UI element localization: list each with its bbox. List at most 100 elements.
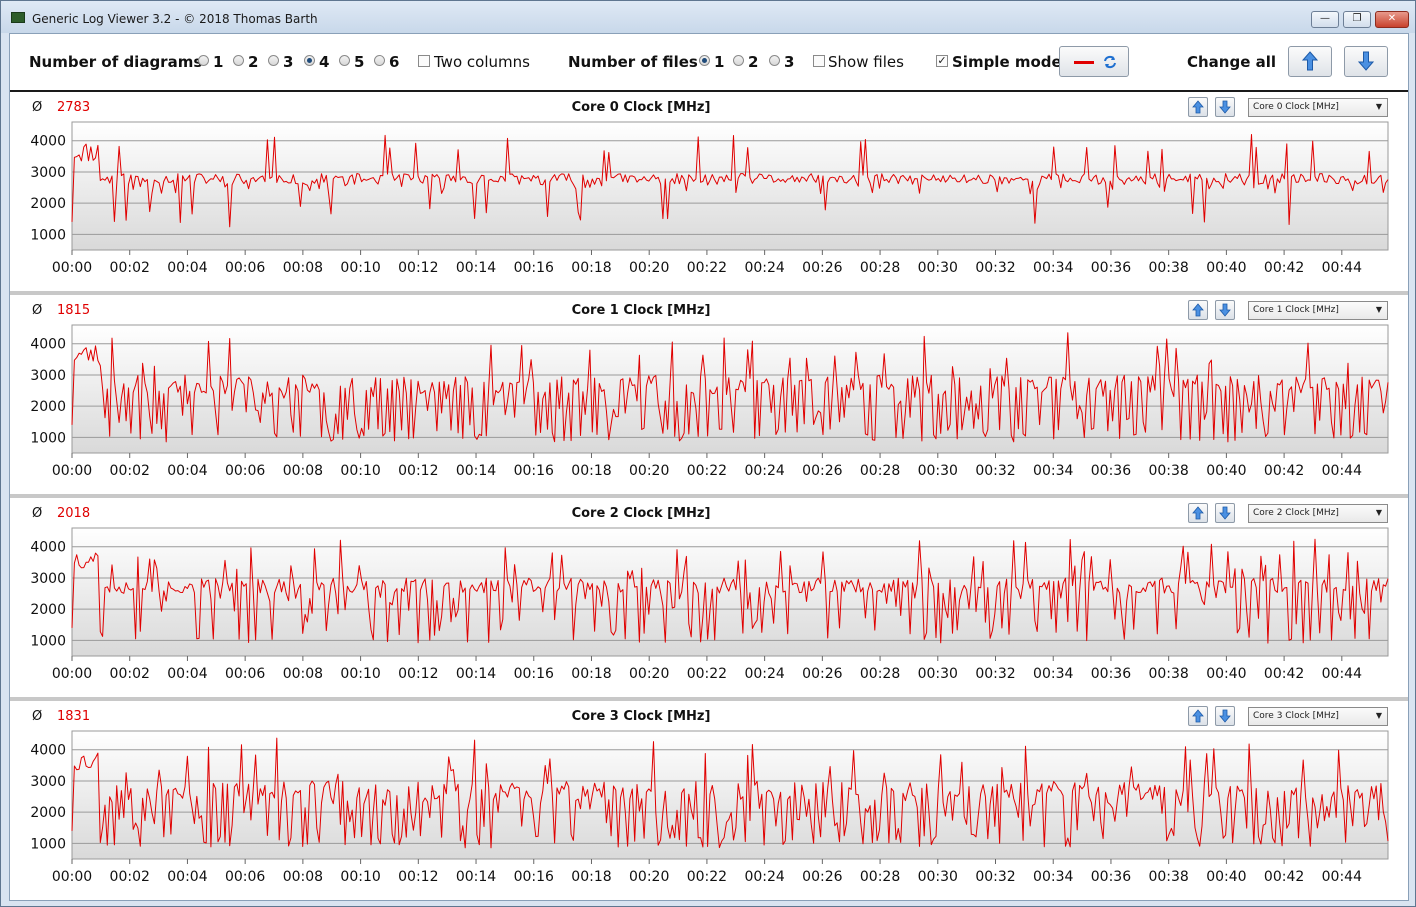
y-tick-label: 3000 [30, 571, 66, 587]
chevron-down-icon: ▼ [1375, 102, 1382, 111]
diagrams-radio-1[interactable] [198, 55, 209, 66]
diagrams-radio-1-label: 1 [213, 53, 224, 71]
simple-mode-label: Simple mode [952, 53, 1062, 71]
x-tick-label: 00:44 [1322, 463, 1362, 479]
line-style-button[interactable] [1059, 46, 1129, 77]
maximize-button[interactable]: ❐ [1343, 11, 1371, 28]
series-line [71, 538, 1389, 644]
x-tick-label: 00:02 [110, 463, 150, 479]
x-tick-label: 00:30 [918, 463, 958, 479]
move-all-down-button[interactable] [1344, 46, 1388, 77]
x-tick-label: 00:20 [629, 463, 669, 479]
move-all-up-button[interactable] [1288, 46, 1332, 77]
title-bar[interactable]: Generic Log Viewer 3.2 - © 2018 Thomas B… [1, 1, 1415, 33]
x-tick-label: 00:42 [1264, 463, 1304, 479]
y-tick-label: 1000 [30, 227, 66, 243]
y-tick-label: 2000 [30, 805, 66, 821]
panel-separator[interactable] [10, 697, 1408, 701]
files-radio-3[interactable] [769, 55, 780, 66]
move-up-button[interactable] [1188, 706, 1208, 726]
y-tick-label: 3000 [30, 368, 66, 384]
files-radio-1-label: 1 [714, 53, 725, 71]
x-tick-label: 00:32 [975, 463, 1015, 479]
x-tick-label: 00:10 [340, 666, 380, 682]
x-tick-label: 00:16 [514, 666, 554, 682]
move-up-button[interactable] [1188, 503, 1208, 523]
move-down-button[interactable] [1215, 97, 1235, 117]
x-tick-label: 00:38 [1148, 666, 1188, 682]
x-tick-label: 00:10 [340, 869, 380, 885]
files-radio-2[interactable] [733, 55, 744, 66]
refresh-icon [1104, 55, 1116, 69]
x-tick-label: 00:04 [167, 463, 207, 479]
average-value: 2783 [57, 100, 91, 115]
panel-separator[interactable] [10, 494, 1408, 498]
simple-mode-checkbox[interactable]: ✓ [936, 54, 948, 67]
x-tick-label: 00:26 [802, 666, 842, 682]
diagrams-radio-2[interactable] [233, 55, 244, 66]
files-radio-2-label: 2 [748, 53, 759, 71]
x-tick-label: 00:42 [1264, 869, 1304, 885]
x-tick-label: 00:22 [687, 869, 727, 885]
y-tick-label: 4000 [30, 743, 66, 759]
y-tick-label: 1000 [30, 836, 66, 852]
chart-panel-0: Ø 2783 Core 0 Clock [MHz] Core 0 Clock [MHz… [10, 92, 1408, 291]
x-tick-label: 00:26 [802, 869, 842, 885]
x-tick-label: 00:28 [860, 869, 900, 885]
x-tick-label: 00:20 [629, 260, 669, 276]
close-button[interactable]: ✕ [1375, 11, 1409, 28]
x-tick-label: 00:34 [1033, 260, 1073, 276]
x-tick-label: 00:02 [110, 869, 150, 885]
chart-title: Core 2 Clock [MHz] [571, 506, 711, 521]
minimize-button[interactable]: — [1311, 11, 1339, 28]
diagrams-radio-5[interactable] [339, 55, 350, 66]
diagrams-radio-4[interactable] [304, 55, 315, 66]
arrow-down-icon [1219, 100, 1231, 114]
plot-area [71, 121, 1389, 251]
x-tick-label: 00:26 [802, 260, 842, 276]
move-down-button[interactable] [1215, 300, 1235, 320]
channel-select[interactable]: Core 3 Clock [MHz] ▼ [1248, 707, 1388, 726]
diagrams-radio-3[interactable] [268, 55, 279, 66]
window-title: Generic Log Viewer 3.2 - © 2018 Thomas B… [32, 12, 318, 26]
files-radio-1[interactable] [699, 55, 710, 66]
toolbar: Number of diagrams 1 2 3 4 5 6 Two colum… [10, 34, 1408, 92]
move-up-button[interactable] [1188, 300, 1208, 320]
line-chart: 1000 2000 3000 4000 00:00 00:02 00:04 00:06 00:0… [30, 324, 1389, 479]
change-all-label: Change all [1187, 53, 1277, 71]
x-tick-label: 00:22 [687, 666, 727, 682]
app-icon [11, 12, 25, 23]
chart-panel-2: Ø 2018 Core 2 Clock [MHz] Core 2 Clock [MHz… [10, 498, 1408, 697]
x-tick-label: 00:12 [398, 869, 438, 885]
x-tick-label: 00:32 [975, 666, 1015, 682]
x-tick-label: 00:08 [283, 463, 323, 479]
x-tick-label: 00:36 [1091, 666, 1131, 682]
x-tick-label: 00:24 [744, 666, 784, 682]
x-tick-label: 00:12 [398, 463, 438, 479]
x-tick-label: 00:04 [167, 260, 207, 276]
two-columns-checkbox[interactable] [418, 55, 430, 67]
arrow-up-icon [1192, 100, 1204, 114]
x-tick-label: 00:18 [571, 869, 611, 885]
move-up-button[interactable] [1188, 97, 1208, 117]
x-tick-label: 00:08 [283, 869, 323, 885]
channel-select[interactable]: Core 0 Clock [MHz] ▼ [1248, 98, 1388, 117]
channel-select[interactable]: Core 2 Clock [MHz] ▼ [1248, 504, 1388, 523]
diagrams-radio-5-label: 5 [354, 53, 365, 71]
x-tick-label: 00:12 [398, 260, 438, 276]
average-value: 1815 [57, 303, 91, 318]
x-tick-label: 00:28 [860, 666, 900, 682]
x-tick-label: 00:40 [1206, 869, 1246, 885]
panel-separator[interactable] [10, 291, 1408, 295]
channel-select[interactable]: Core 1 Clock [MHz] ▼ [1248, 301, 1388, 320]
x-tick-label: 00:34 [1033, 463, 1073, 479]
move-down-button[interactable] [1215, 706, 1235, 726]
x-tick-label: 00:00 [52, 869, 92, 885]
show-files-checkbox[interactable] [813, 55, 825, 67]
average-value: 2018 [57, 506, 91, 521]
average-value: 1831 [57, 709, 91, 724]
diagrams-radio-6-label: 6 [389, 53, 400, 71]
move-down-button[interactable] [1215, 503, 1235, 523]
line-chart: 1000 2000 3000 4000 00:00 00:02 00:04 00:06 00:0… [30, 730, 1389, 885]
diagrams-radio-6[interactable] [374, 55, 385, 66]
